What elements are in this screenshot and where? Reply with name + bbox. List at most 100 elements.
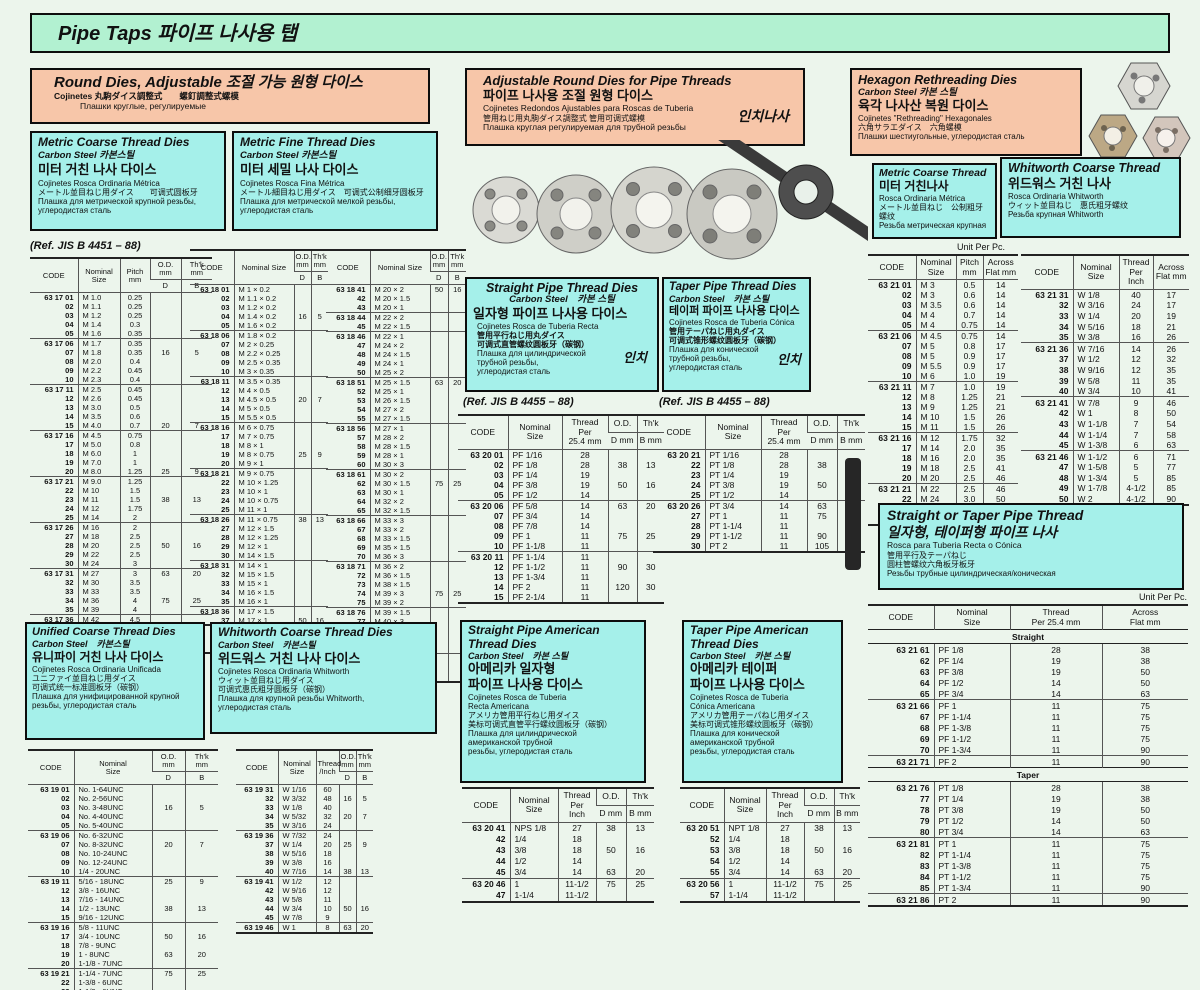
table-cell: 42 [357, 294, 366, 303]
table-cell: No. 3-48UNC [73, 803, 152, 812]
table-cell: 13 [625, 821, 654, 834]
table-6319-whitworth: CODE Nominal Size Thread /Inch O.D. mm Th'k … [236, 749, 373, 934]
table-cell: 15 [221, 413, 230, 422]
table-cell [149, 587, 181, 596]
table-cell: PT 1/8 [704, 459, 761, 470]
ta-es2: Cónica Americana [690, 702, 755, 711]
table-cell: PT 2 [933, 893, 1010, 906]
table-cell [180, 403, 212, 412]
table-cell: 30 [636, 561, 664, 572]
table-row: 63 20 21 PT 1/16 28 [653, 448, 865, 460]
column-header: CODE [689, 799, 715, 810]
adj-round-ru: Плашка круглая регулируемая для трубной … [483, 121, 686, 132]
table-cell: 50 [982, 494, 1018, 504]
table-cell: 0.4 [119, 375, 150, 385]
table-cell: 63 20 11 [458, 550, 508, 562]
hexagon-rethreading-box: Hexagon Rethreading Dies Carbon Steel 카본… [850, 68, 1082, 156]
table-cell: 11 [1009, 699, 1102, 711]
table-cell: 7 [184, 840, 218, 849]
table-cell: 08 [65, 357, 74, 366]
table-cell: PT 3/8 [933, 804, 1010, 815]
table-cell: 41 [1152, 385, 1189, 397]
table-cell [636, 448, 664, 460]
table-cell: 63 21 16 [868, 432, 916, 443]
table-cell: 11 [561, 561, 608, 572]
table-cell: 50 [149, 541, 181, 550]
table-cell: 0.6 [955, 300, 983, 310]
table-cell: 32 [982, 432, 1018, 443]
table-cell [293, 560, 311, 570]
table-6319-unified: CODE Nominal Size O.D. mm Th'k mm D B 63 19 01… [28, 749, 218, 990]
column-header: O.D. [806, 415, 837, 433]
table-row: 08 M 2.0 0.4 [30, 357, 212, 366]
column-header: CODE [888, 611, 914, 622]
table-cell [447, 387, 466, 396]
table-cell [836, 448, 865, 460]
table-cell: 20 [149, 421, 181, 431]
table-cell: 18 [765, 833, 804, 845]
header-row: CODE Nominal Size Thread Per 25.4 mm Across… [868, 605, 1188, 630]
table-cell: M 1.2 [77, 311, 120, 320]
un-ru1: Плашка для унифицированной крупной [32, 691, 180, 701]
table-cell: PT 1-1/4 [933, 849, 1010, 860]
table-cell: 48 [1059, 472, 1069, 483]
table-cell: 37 [221, 616, 230, 625]
table-row: 20 M 9 × 1 [190, 459, 328, 469]
mc-kr: 미터 거친 나사 다이스 [38, 161, 157, 177]
table-cell: 58 [357, 442, 366, 451]
table-cell [429, 460, 448, 470]
table-cell: 11 [1009, 860, 1102, 871]
table-cell: 7/8 - 9UNC [73, 941, 152, 950]
column-header: Nominal Size [73, 750, 152, 785]
table-row: 09 PF 1 11 75 25 [458, 530, 664, 541]
table-cell: 04 [494, 479, 504, 490]
table-cell: 63 18 31 [190, 560, 234, 570]
table-cell: 07 [902, 341, 912, 351]
table-row: 43 3/8 18 50 16 [462, 844, 654, 856]
table-cell: M 6 × 0.75 [233, 422, 294, 432]
table-cell: 42 [496, 834, 506, 844]
wd-title: Whitworth Coarse Thread Dies [218, 625, 393, 639]
table-cell [447, 451, 466, 460]
table-row: 28 PT 1-1/4 11 [653, 520, 865, 531]
table-cell: M 10 × 1 [233, 487, 294, 496]
table-row: 27 M 12 × 1.5 [190, 524, 328, 533]
table-cell: M 22 × 1.5 [369, 322, 430, 332]
table-cell [293, 358, 311, 367]
table-cell: 27 [765, 821, 804, 834]
table-cell: 37 [265, 840, 274, 849]
table-cell: PF 1-1/2 [933, 733, 1010, 744]
table-cell [149, 532, 181, 541]
table-cell: 13 [61, 895, 70, 904]
column-header: Thread /Inch [315, 750, 341, 785]
table-cell: 39 [265, 858, 274, 867]
table-row: 63 18 51 M 25 × 1.5 63 20 [326, 377, 466, 387]
mch-title: Metric Coarse Thread [879, 167, 987, 179]
table-cell: PT 1/16 [704, 448, 761, 460]
table-cell: 75 [1101, 722, 1188, 733]
table-cell [293, 570, 311, 579]
table-cell [607, 520, 637, 531]
table-cell: 43 [357, 303, 366, 312]
table-cell [429, 497, 448, 506]
tp-title: Taper Pipe Thread Dies [669, 281, 797, 293]
table-cell: 63 [151, 950, 185, 959]
table-row: 68 M 33 × 1.5 [326, 534, 466, 543]
table-cell [447, 331, 466, 341]
section-row: Taper [868, 767, 1188, 782]
table-cell: M 36 × 2 [369, 561, 430, 571]
table-cell: 02 [65, 302, 74, 311]
table-cell: 3.5 [119, 587, 150, 596]
table-cell: 14 [1009, 688, 1102, 700]
column-header: Thread Per Inch [1118, 255, 1153, 289]
table-cell: 75 [429, 479, 448, 488]
table-cell [447, 534, 466, 543]
table-cell: M 2.2 × 0.25 [233, 349, 294, 358]
table-row: 13 PF 1-3/4 11 [458, 571, 664, 582]
table-cell: 19 [221, 450, 230, 459]
table-cell: 54 [357, 405, 366, 414]
mc-carbon: Carbon Steel 카본스틸 [38, 149, 135, 161]
table-cell: 52 [357, 387, 366, 396]
table-cell [149, 384, 181, 394]
